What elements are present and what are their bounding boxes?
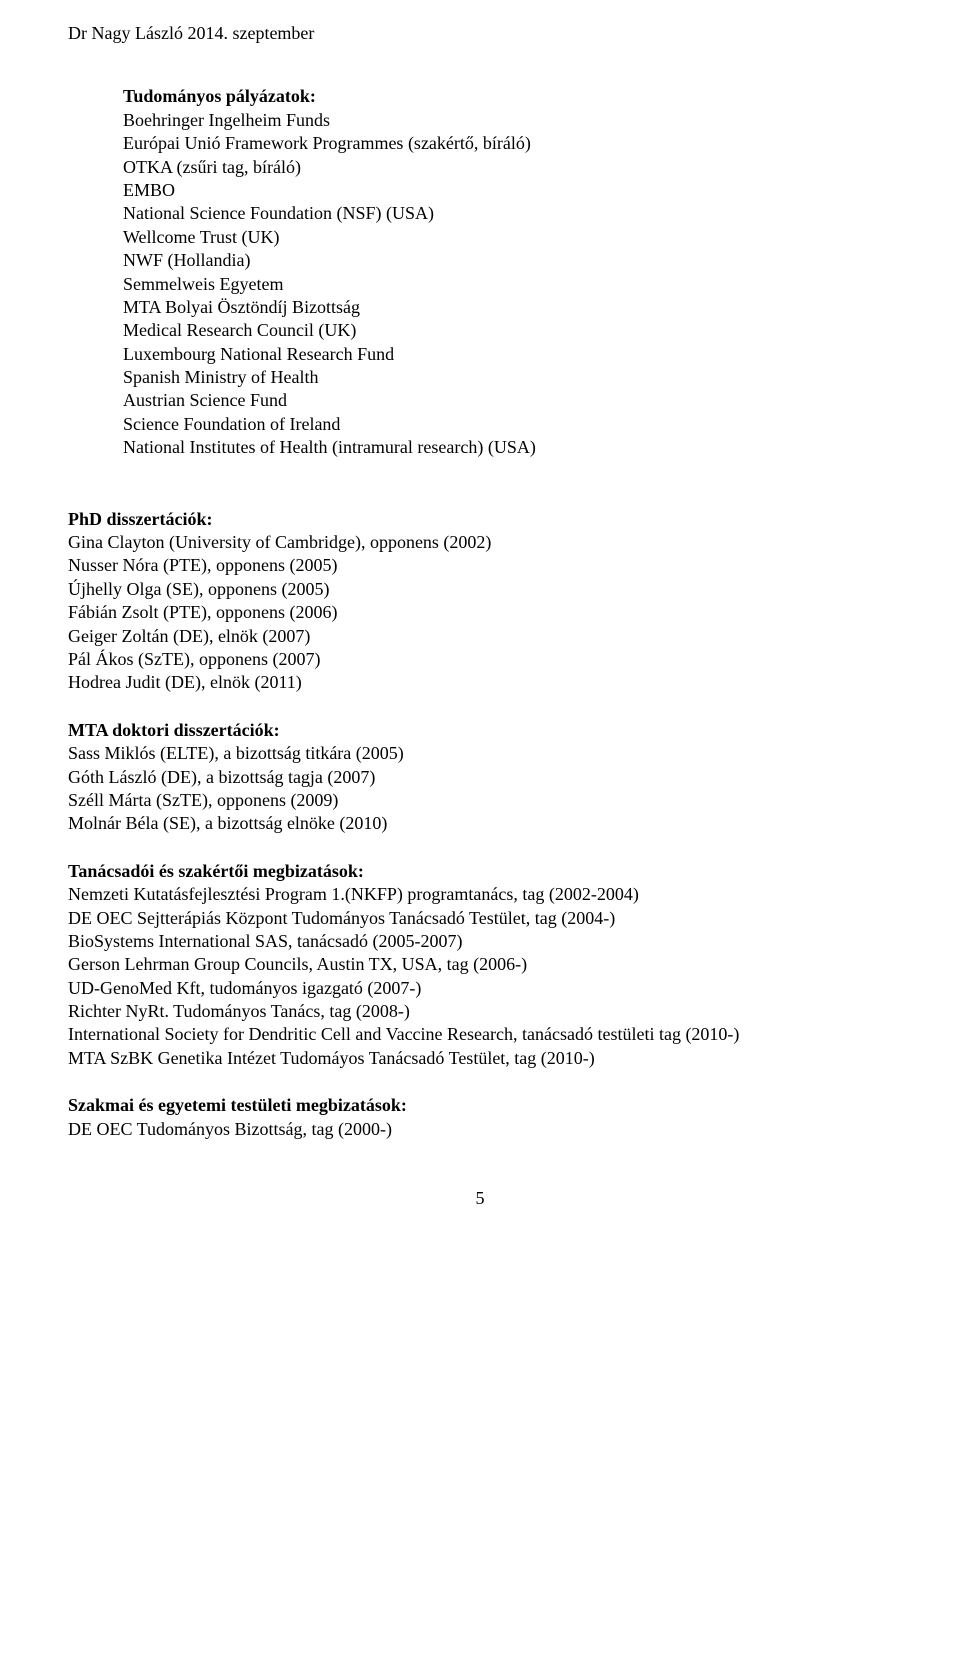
list-item: National Institutes of Health (intramura… [123, 436, 892, 459]
page-header: Dr Nagy László 2014. szeptember [68, 22, 892, 45]
section-heading: Szakmai és egyetemi testületi megbizatás… [68, 1094, 892, 1117]
list-item: Molnár Béla (SE), a bizottság elnöke (20… [68, 812, 892, 835]
list-item: Széll Márta (SzTE), opponens (2009) [68, 789, 892, 812]
list-item: Európai Unió Framework Programmes (szaké… [123, 132, 892, 155]
list-item: Spanish Ministry of Health [123, 366, 892, 389]
list-item: NWF (Hollandia) [123, 249, 892, 272]
list-item: Gina Clayton (University of Cambridge), … [68, 531, 892, 554]
list-item: EMBO [123, 179, 892, 202]
list-item: Sass Miklós (ELTE), a bizottság titkára … [68, 742, 892, 765]
list-item: Boehringer Ingelheim Funds [123, 109, 892, 132]
list-item: OTKA (zsűri tag, bíráló) [123, 156, 892, 179]
list-item: Science Foundation of Ireland [123, 413, 892, 436]
list-item: Austrian Science Fund [123, 389, 892, 412]
section-szakmai-egyetemi: Szakmai és egyetemi testületi megbizatás… [68, 1094, 892, 1141]
section-heading: Tudományos pályázatok: [123, 85, 892, 108]
section-heading: Tanácsadói és szakértői megbizatások: [68, 860, 892, 883]
list-item: Luxembourg National Research Fund [123, 343, 892, 366]
section-tanacsadoi: Tanácsadói és szakértői megbizatások: Ne… [68, 860, 892, 1071]
list-item: Wellcome Trust (UK) [123, 226, 892, 249]
list-item: MTA Bolyai Ösztöndíj Bizottság [123, 296, 892, 319]
page-number: 5 [68, 1187, 892, 1210]
list-item: DE OEC Sejtterápiás Központ Tudományos T… [68, 907, 892, 930]
list-item: Nusser Nóra (PTE), opponens (2005) [68, 554, 892, 577]
list-item: Fábián Zsolt (PTE), opponens (2006) [68, 601, 892, 624]
section-heading: PhD disszertációk [68, 508, 892, 531]
list-item: International Society for Dendritic Cell… [68, 1023, 892, 1046]
section-phd-disszertaciok: PhD disszertációk Gina Clayton (Universi… [68, 508, 892, 695]
list-item: Nemzeti Kutatásfejlesztési Program 1.(NK… [68, 883, 892, 906]
list-item: Újhelly Olga (SE), opponens (2005) [68, 578, 892, 601]
list-item: Hodrea Judit (DE), elnök (2011) [68, 671, 892, 694]
list-item: BioSystems International SAS, tanácsadó … [68, 930, 892, 953]
list-item: National Science Foundation (NSF) (USA) [123, 202, 892, 225]
list-item: Pál Ákos (SzTE), opponens (2007) [68, 648, 892, 671]
list-item: Góth László (DE), a bizottság tagja (200… [68, 766, 892, 789]
section-tudomanyos-palyazatok: Tudományos pályázatok: Boehringer Ingelh… [68, 85, 892, 459]
spacer [68, 484, 892, 508]
list-item: Richter NyRt. Tudományos Tanács, tag (20… [68, 1000, 892, 1023]
document-page: Dr Nagy László 2014. szeptember Tudomány… [0, 0, 960, 1240]
section-heading: MTA doktori disszertációk [68, 719, 892, 742]
list-item: UD-GenoMed Kft, tudományos igazgató (200… [68, 977, 892, 1000]
list-item: DE OEC Tudományos Bizottság, tag (2000-) [68, 1118, 892, 1141]
list-item: Geiger Zoltán (DE), elnök (2007) [68, 625, 892, 648]
list-item: Medical Research Council (UK) [123, 319, 892, 342]
list-item: Semmelweis Egyetem [123, 273, 892, 296]
section-mta-doktori: MTA doktori disszertációk Sass Miklós (E… [68, 719, 892, 836]
list-item: Gerson Lehrman Group Councils, Austin TX… [68, 953, 892, 976]
list-item: MTA SzBK Genetika Intézet Tudomáyos Taná… [68, 1047, 892, 1070]
